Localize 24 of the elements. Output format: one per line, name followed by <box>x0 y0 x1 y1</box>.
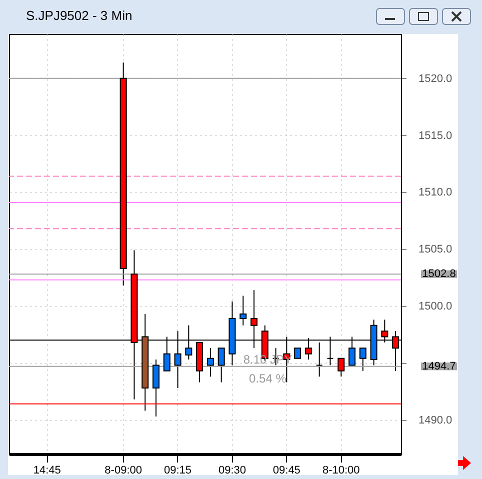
x-tick-label: 09:30 <box>218 464 246 476</box>
x-tick-label: 8-09:00 <box>104 464 142 476</box>
x-tick-label: 09:15 <box>164 464 192 476</box>
candlestick <box>218 348 225 383</box>
y-tick-label: 1510.0 <box>418 186 452 199</box>
y-tick-label: 1500.0 <box>418 300 452 313</box>
candlestick <box>294 348 302 359</box>
candlestick <box>152 359 160 417</box>
chart-title: S.JPJ9502 - 3 Min <box>26 8 132 23</box>
annotation: 0.54 % <box>249 372 287 386</box>
candlestick <box>316 342 323 378</box>
candlestick <box>338 358 345 378</box>
x-tick-label: 09:45 <box>272 464 300 476</box>
candlestick <box>206 348 214 378</box>
candlestick <box>359 348 366 372</box>
y-tick-label: 1520.0 <box>418 72 452 85</box>
x-tick-label: 14:45 <box>33 464 61 476</box>
y-tick-label: 1515.0 <box>418 130 452 142</box>
candlestick <box>240 295 247 326</box>
y-tick-label: 1505.0 <box>418 244 452 256</box>
ref-line-label: 1494.7 <box>422 360 456 372</box>
x-tick-label: 8-10:00 <box>322 464 360 476</box>
y-tick-label: 1490.0 <box>418 414 452 426</box>
ref-line-label: 1502.8 <box>422 268 456 280</box>
